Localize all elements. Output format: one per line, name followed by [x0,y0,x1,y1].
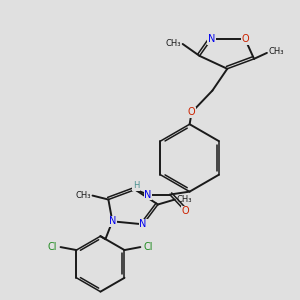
Text: N: N [109,216,116,226]
Text: H: H [133,181,139,190]
Text: O: O [188,107,195,117]
Text: CH₃: CH₃ [165,38,181,47]
Text: N: N [140,219,147,229]
Text: O: O [241,34,249,44]
Text: Cl: Cl [143,242,153,252]
Text: Cl: Cl [48,242,57,252]
Text: CH₃: CH₃ [177,195,192,204]
Text: O: O [182,206,190,216]
Text: N: N [208,34,215,44]
Text: CH₃: CH₃ [75,191,91,200]
Text: CH₃: CH₃ [269,47,284,56]
Text: N: N [144,190,152,200]
